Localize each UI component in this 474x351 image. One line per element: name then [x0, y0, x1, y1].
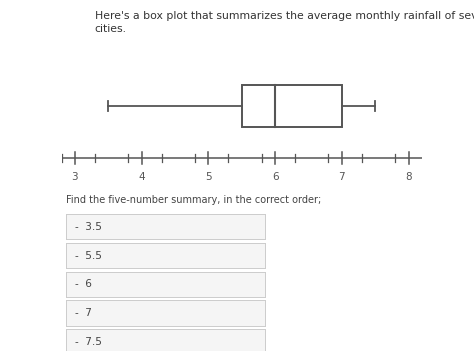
- Text: -  5.5: - 5.5: [75, 251, 102, 260]
- Text: 5: 5: [205, 172, 212, 183]
- Text: 4: 4: [138, 172, 145, 183]
- Text: 3: 3: [72, 172, 78, 183]
- Text: -  6: - 6: [75, 279, 92, 289]
- Text: 8: 8: [405, 172, 412, 183]
- Text: -  3.5: - 3.5: [75, 222, 102, 232]
- Text: Here's a box plot that summarizes the average monthly rainfall of several
cities: Here's a box plot that summarizes the av…: [95, 11, 474, 34]
- Text: -  7.5: - 7.5: [75, 337, 102, 347]
- Text: Find the five-number summary, in the correct order;: Find the five-number summary, in the cor…: [66, 195, 322, 205]
- Text: 7: 7: [338, 172, 345, 183]
- Text: 6: 6: [272, 172, 278, 183]
- Text: -  7: - 7: [75, 308, 92, 318]
- Bar: [242, 85, 342, 127]
